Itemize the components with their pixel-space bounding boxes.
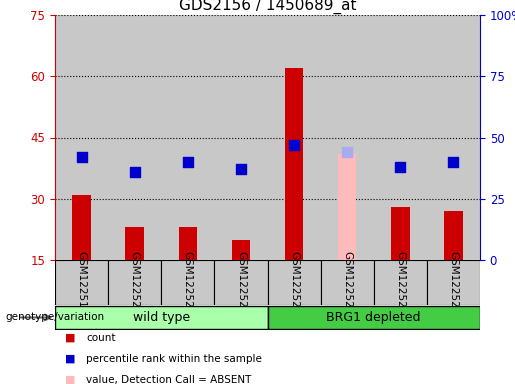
Bar	[321, 15, 374, 260]
Text: percentile rank within the sample: percentile rank within the sample	[86, 354, 262, 364]
Bar	[179, 227, 197, 260]
Bar	[427, 15, 480, 260]
Bar	[108, 15, 161, 260]
Bar	[214, 260, 267, 305]
Bar	[285, 68, 303, 260]
Bar	[374, 15, 427, 260]
Bar	[427, 260, 480, 305]
Bar	[125, 227, 144, 260]
Point	[77, 154, 85, 160]
Bar	[321, 260, 374, 305]
Bar	[108, 260, 161, 305]
Bar	[55, 260, 108, 305]
Text: GSM122523: GSM122523	[289, 251, 299, 314]
Text: GSM122520: GSM122520	[130, 251, 140, 314]
Text: ■: ■	[65, 333, 76, 343]
Point	[237, 166, 245, 172]
Bar	[267, 15, 321, 260]
Text: wild type: wild type	[133, 311, 190, 324]
Text: count: count	[86, 333, 115, 343]
Bar	[444, 211, 463, 260]
Text: BRG1 depleted: BRG1 depleted	[327, 311, 421, 324]
Text: GSM122526: GSM122526	[449, 251, 458, 314]
Text: genotype/variation: genotype/variation	[5, 313, 104, 323]
Bar	[161, 15, 214, 260]
Text: GSM122519: GSM122519	[77, 251, 87, 314]
Text: GSM122521: GSM122521	[183, 251, 193, 314]
Text: ■: ■	[65, 354, 76, 364]
Text: ■: ■	[65, 375, 76, 384]
Bar	[55, 306, 267, 329]
Text: GSM122524: GSM122524	[342, 251, 352, 314]
Text: value, Detection Call = ABSENT: value, Detection Call = ABSENT	[86, 375, 251, 384]
Point	[184, 159, 192, 165]
Text: GSM122522: GSM122522	[236, 251, 246, 314]
Bar	[161, 260, 214, 305]
Point	[396, 164, 404, 170]
Text: GSM122525: GSM122525	[396, 251, 405, 314]
Point	[131, 169, 139, 175]
Bar	[374, 260, 427, 305]
Point	[449, 159, 457, 165]
Bar	[55, 15, 108, 260]
Bar	[338, 154, 356, 260]
Bar	[72, 195, 91, 260]
Bar	[214, 15, 267, 260]
Bar	[267, 260, 321, 305]
Point	[290, 142, 298, 148]
Bar	[391, 207, 409, 260]
Point	[343, 149, 351, 155]
Bar	[267, 306, 480, 329]
Bar	[232, 240, 250, 260]
Title: GDS2156 / 1450689_at: GDS2156 / 1450689_at	[179, 0, 356, 14]
